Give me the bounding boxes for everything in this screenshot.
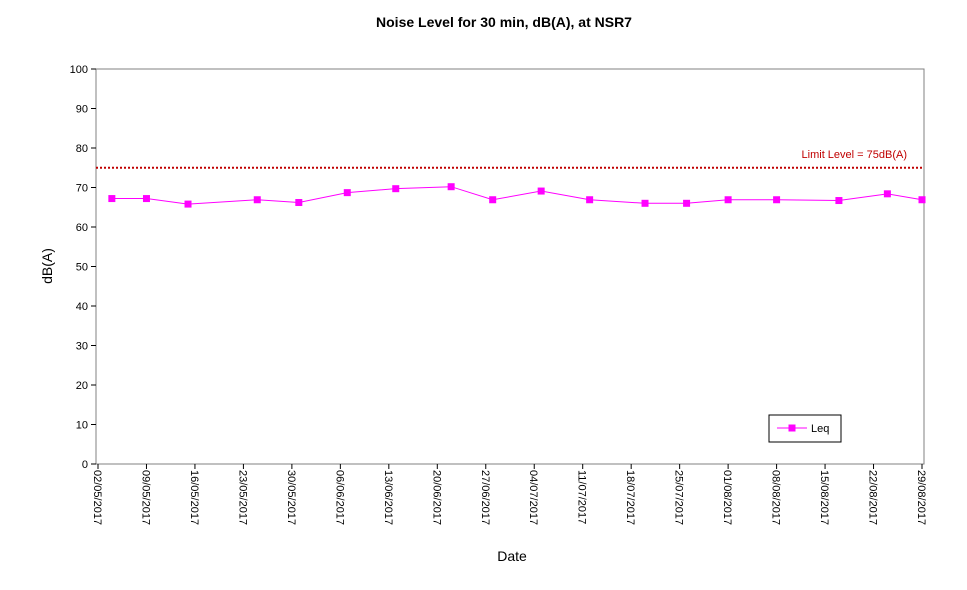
legend-marker-leq [788, 424, 796, 432]
data-point [253, 196, 261, 204]
x-tick-label: 15/08/2017 [818, 470, 830, 525]
chart-title: Noise Level for 30 min, dB(A), at NSR7 [376, 14, 632, 30]
y-axis-title: dB(A) [39, 248, 55, 284]
x-tick-label: 22/08/2017 [867, 470, 879, 525]
data-point [586, 196, 594, 204]
y-tick-label: 10 [76, 420, 88, 432]
data-point [683, 199, 691, 207]
y-tick-label: 90 [76, 104, 88, 116]
data-point [108, 195, 116, 203]
data-point [641, 199, 649, 207]
data-point [537, 187, 545, 195]
data-point [918, 196, 926, 204]
legend-label-leq: Leq [811, 423, 829, 435]
x-axis-title: Date [497, 548, 527, 564]
data-point [343, 189, 351, 197]
x-tick-label: 09/05/2017 [139, 470, 151, 525]
x-tick-label: 01/08/2017 [721, 470, 733, 525]
x-tick-label: 04/07/2017 [527, 470, 539, 525]
x-tick-label: 29/08/2017 [915, 470, 927, 525]
data-point [724, 196, 732, 204]
x-tick-label: 27/06/2017 [479, 470, 491, 525]
x-tick-label: 20/06/2017 [430, 470, 442, 525]
y-tick-label: 50 [76, 262, 88, 274]
legend: Leq [768, 414, 842, 443]
data-point [447, 183, 455, 191]
x-tick-label: 30/05/2017 [285, 470, 297, 525]
y-tick-label: 40 [76, 301, 88, 313]
y-tick-label: 0 [82, 459, 88, 471]
data-point [295, 199, 303, 207]
x-axis: 02/05/2017 09/05/2017 16/05/2017 23/05/2017… [91, 464, 927, 525]
y-tick-label: 80 [76, 143, 88, 155]
y-axis: 0 10 20 30 40 50 60 70 80 90 100 [70, 64, 96, 471]
x-tick-label: 16/05/2017 [188, 470, 200, 525]
y-tick-label: 30 [76, 341, 88, 353]
limit-level: Limit Level = 75dB(A) [96, 149, 924, 169]
x-tick-label: 25/07/2017 [673, 470, 685, 525]
plot-area [95, 68, 925, 465]
y-tick-label: 100 [70, 64, 88, 76]
y-tick-label: 60 [76, 222, 88, 234]
x-tick-label: 06/06/2017 [333, 470, 345, 525]
data-point [835, 197, 843, 205]
y-tick-label: 20 [76, 380, 88, 392]
series-leq [108, 183, 926, 208]
data-point [883, 190, 891, 198]
x-tick-label: 18/07/2017 [624, 470, 636, 525]
x-tick-label: 13/06/2017 [382, 470, 394, 525]
x-tick-label: 11/07/2017 [576, 470, 588, 524]
x-tick-label: 02/05/2017 [91, 470, 103, 525]
data-point [142, 195, 150, 203]
data-point [773, 196, 781, 204]
series-line [111, 186, 923, 205]
data-point [489, 196, 497, 204]
data-point [184, 200, 192, 208]
y-tick-label: 70 [76, 183, 88, 195]
limit-label: Limit Level = 75dB(A) [802, 149, 907, 161]
data-point [392, 185, 400, 193]
x-tick-label: 08/08/2017 [770, 470, 782, 525]
x-tick-label: 23/05/2017 [236, 470, 248, 525]
